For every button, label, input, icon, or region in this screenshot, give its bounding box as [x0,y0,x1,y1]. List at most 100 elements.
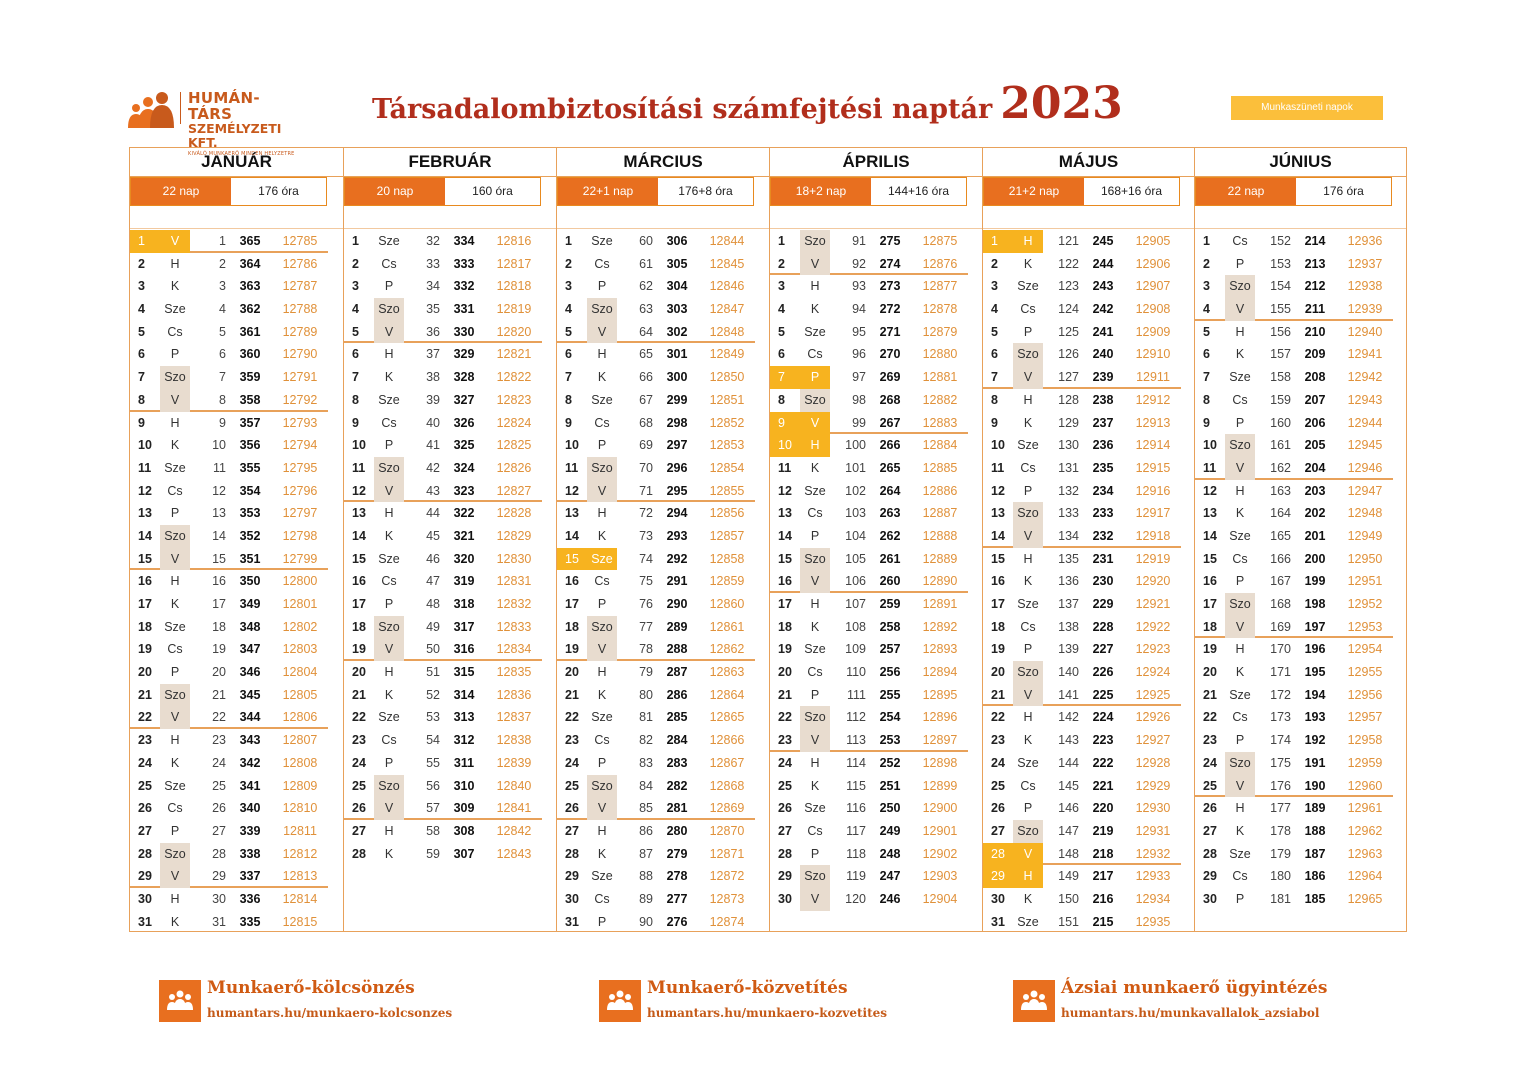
serial-day: 12879 [922,324,958,339]
day-of-year: 83 [639,755,653,770]
day-of-year: 67 [639,392,653,407]
weekday: Szo [800,547,830,571]
serial-day: 12800 [282,574,318,589]
weekday: Szo [160,524,190,548]
day-row: 29 Sze 88 278 12872 [557,865,767,888]
serial-day: 12943 [1347,392,1383,407]
day-number: 17 [352,597,366,611]
days-remaining: 312 [453,733,475,748]
day-list: 1 V 1 365 12785 2 H 2 364 12786 3 K 3 363 12787 4 Sze 4 36… [130,230,340,933]
day-number: 19 [1203,642,1217,657]
serial-day: 12791 [282,370,318,385]
serial-day: 12932 [1135,846,1171,861]
day-of-year: 170 [1270,642,1291,657]
serial-day: 12890 [922,574,958,589]
serial-day: 12959 [1347,755,1383,770]
days-remaining: 278 [666,869,688,884]
serial-day: 12891 [922,597,958,611]
footer-link[interactable]: humantars.hu/munkavallalok_azsiabol [1061,1006,1320,1020]
day-of-year: 35 [426,302,440,317]
weekday: Cs [1232,392,1248,407]
day-row: 15 H 135 231 12919 [983,548,1193,571]
weekday: H [800,434,830,457]
day-of-year: 43 [426,483,440,498]
days-remaining: 242 [1092,302,1114,317]
days-remaining: 280 [666,823,688,838]
day-number: 26 [138,801,152,816]
days-remaining: 270 [879,347,901,362]
weekday: V [800,887,830,911]
day-row: 15 Sze 74 292 12858 [557,547,767,571]
day-row: 6 K 157 209 12941 [1195,343,1405,366]
days-remaining: 331 [453,302,475,317]
day-number: 22 [565,710,579,725]
day-row: 22 H 142 224 12926 [983,706,1193,729]
day-of-year: 174 [1270,733,1291,748]
day-number: 11 [138,460,152,475]
day-row: 11 K 101 265 12885 [770,457,980,480]
day-number: 6 [138,347,145,362]
people-icon [128,92,174,128]
day-number: 23 [1203,733,1217,748]
days-remaining: 297 [666,438,688,453]
day-row: 7 P 97 269 12881 [770,366,980,389]
weekday: K [384,528,394,543]
weekday: V [160,865,190,888]
days-remaining: 262 [879,528,901,543]
days-remaining: 220 [1092,801,1114,816]
day-of-year: 150 [1058,891,1079,906]
weekday: Cs [167,483,183,498]
day-of-year: 79 [639,665,653,680]
serial-day: 12797 [282,506,318,521]
day-row: 27 H 86 280 12870 [557,820,767,843]
day-of-year: 84 [639,778,653,793]
day-number: 6 [778,347,785,362]
day-of-year: 40 [426,415,440,430]
serial-day: 12953 [1347,619,1383,634]
day-row: 8 V 8 358 12792 [130,388,328,412]
serial-day: 12789 [282,324,318,339]
day-number: 8 [352,392,359,407]
day-number: 25 [1203,778,1217,793]
day-number: 19 [565,642,579,657]
days-remaining: 192 [1304,733,1326,748]
serial-day: 12825 [496,438,532,453]
days-remaining: 201 [1304,528,1326,543]
days-remaining: 308 [453,823,475,838]
day-row: 23 K 143 223 12927 [983,729,1193,752]
days-remaining: 227 [1092,642,1114,657]
day-row: 9 Cs 68 298 12852 [557,412,767,435]
weekday: V [800,570,830,593]
month-column: JÚNIUS 22 nap 176 óra 1 Cs 152 214 12936 2 P 153 21… [1194,148,1406,931]
day-of-year: 107 [845,597,866,611]
day-number: 26 [352,801,366,816]
serial-day: 12798 [282,528,318,543]
day-number: 31 [138,914,152,929]
footer-link[interactable]: humantars.hu/munkaero-kolcsonzes [207,1006,453,1020]
serial-day: 12906 [1135,256,1171,271]
day-number: 7 [1203,370,1210,385]
days-remaining: 188 [1304,823,1326,838]
days-remaining: 300 [666,370,688,385]
serial-day: 12878 [922,302,958,317]
day-number: 8 [565,392,572,407]
serial-day: 12796 [282,483,318,498]
serial-day: 12873 [709,891,745,906]
footer-link[interactable]: humantars.hu/munkaero-kozvetites [647,1006,888,1020]
day-of-year: 52 [426,687,440,702]
day-of-year: 61 [639,256,653,271]
weekday: Cs [594,733,610,748]
weekday: Sze [804,801,826,816]
day-of-year: 152 [1270,234,1291,248]
day-list: 1 Sze 60 306 12844 2 Cs 61 305 12845 3 P 62 304 12846 4… [557,230,767,933]
day-number: 2 [352,256,359,271]
days-remaining: 214 [1304,234,1326,248]
serial-day: 12900 [922,801,958,816]
day-number: 24 [565,755,579,770]
days-remaining: 364 [239,256,261,271]
month-name: FEBRUÁR [344,148,556,177]
day-of-year: 44 [426,506,440,521]
days-remaining: 351 [239,551,261,566]
days-remaining: 200 [1304,551,1326,566]
workhours-count: 176+8 óra [678,184,733,198]
